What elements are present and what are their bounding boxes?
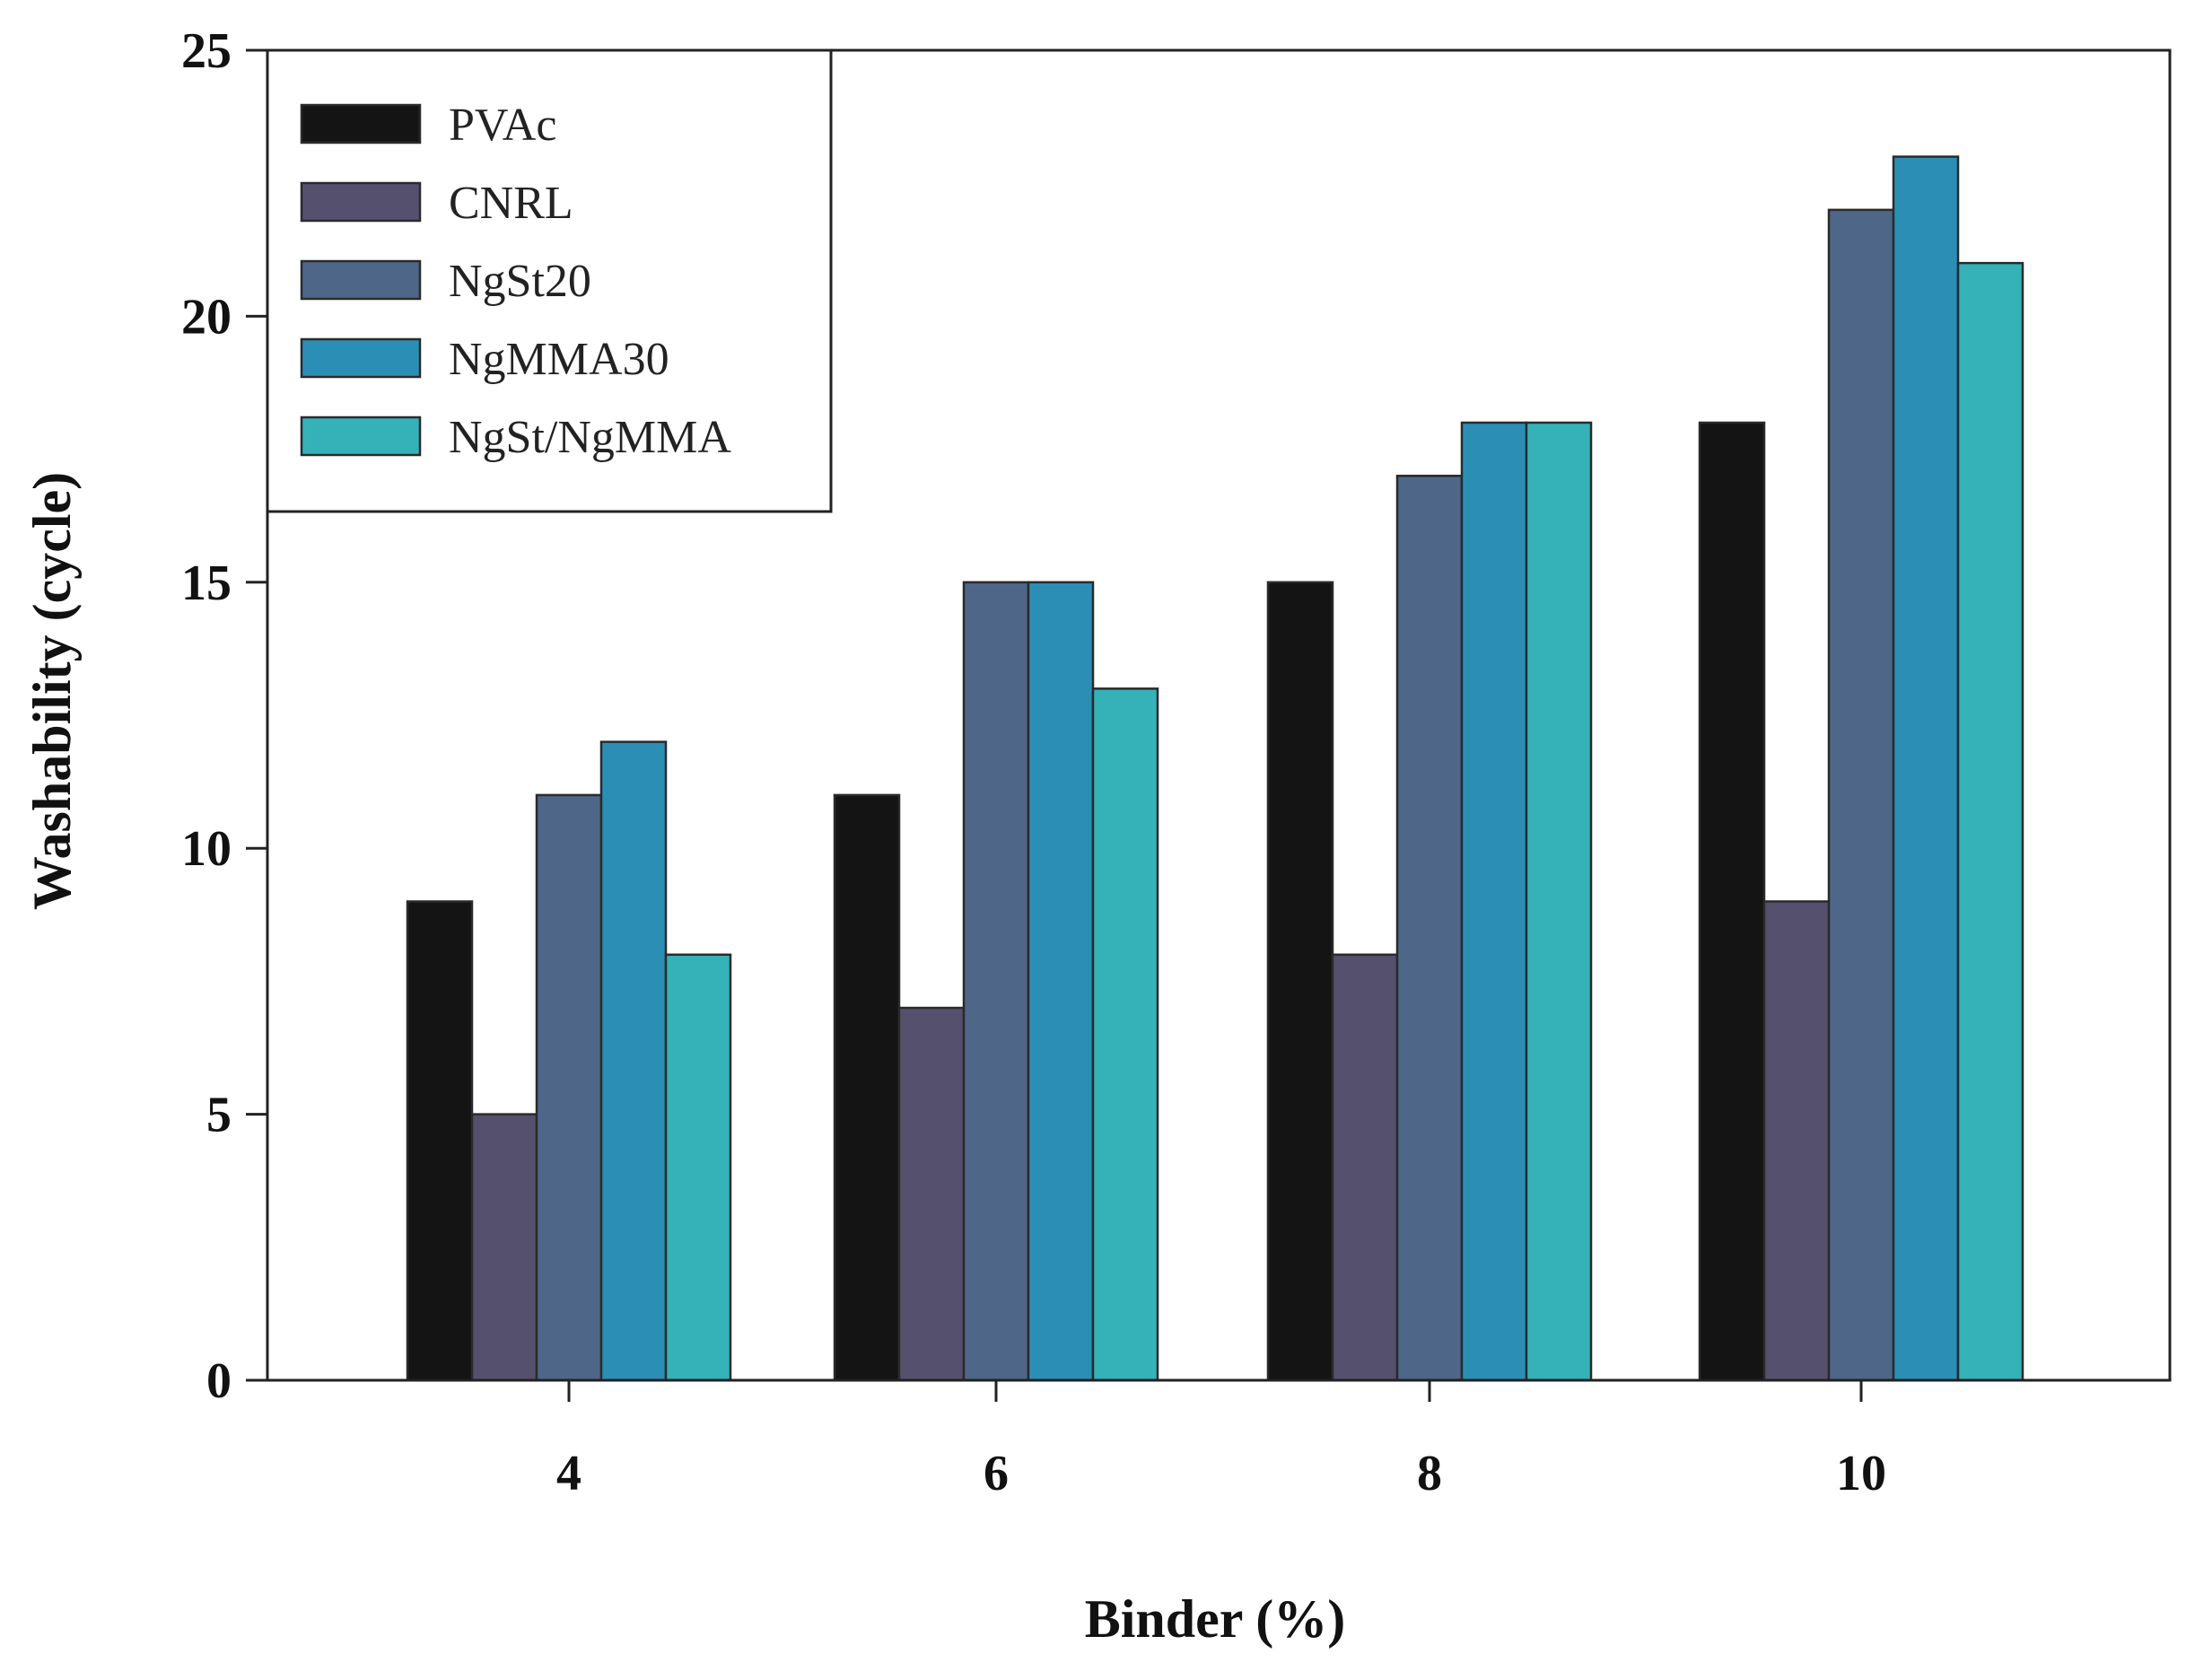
- bar-cnrl-8: [1331, 953, 1399, 1382]
- bar-cnrl-10: [1762, 900, 1831, 1382]
- bar-pvac-8: [1266, 581, 1334, 1382]
- bar-pvac-6: [833, 793, 901, 1382]
- bar-cnrl-6: [897, 1006, 966, 1382]
- y-tick-label: 5: [206, 1088, 232, 1143]
- legend-swatch: [300, 181, 422, 223]
- bar-ngst-ngmma-4: [664, 953, 732, 1382]
- bar-ngst-ngmma-10: [1956, 261, 2024, 1382]
- y-tick-label: 0: [206, 1353, 232, 1409]
- bar-pvac-4: [406, 900, 474, 1382]
- legend-swatch: [300, 337, 422, 379]
- legend-label: NgMMA30: [449, 334, 669, 385]
- bar-ngst-ngmma-8: [1525, 421, 1593, 1382]
- y-tick-label: 10: [181, 821, 232, 877]
- legend-label: NgSt/NgMMA: [449, 412, 731, 463]
- legend-label: CNRL: [449, 178, 573, 229]
- y-axis-title: Washability (cycle): [22, 472, 82, 910]
- bar-ngst20-10: [1827, 208, 1895, 1382]
- bar-pvac-10: [1698, 421, 1766, 1382]
- bar-ngmma30-8: [1460, 421, 1528, 1382]
- bar-ngst20-8: [1395, 474, 1464, 1382]
- y-tick-label: 25: [181, 23, 232, 79]
- legend-swatch: [300, 259, 422, 301]
- legend-label: PVAc: [449, 100, 556, 151]
- axes-layer: 0 5 10 15 20 25 4 6 8 10: [181, 23, 2172, 1501]
- x-tick-label: 6: [984, 1446, 1009, 1501]
- x-tick-label: 4: [556, 1446, 581, 1501]
- bar-ngmma30-10: [1892, 155, 1960, 1382]
- bar-ngmma30-4: [599, 740, 668, 1382]
- legend-swatch: [300, 416, 422, 457]
- x-tick-label: 10: [1836, 1446, 1886, 1501]
- y-tick-label: 20: [181, 289, 232, 345]
- x-tick-label: 8: [1417, 1446, 1442, 1501]
- legend: PVAc CNRL NgSt20 NgMMA30 NgSt/NgMMA: [266, 48, 833, 513]
- bar-ngst-ngmma-6: [1091, 687, 1159, 1382]
- plot-frame: [266, 48, 2172, 1382]
- bar-ngst20-4: [535, 793, 603, 1382]
- bar-ngst20-6: [962, 581, 1030, 1382]
- x-axis-title: Binder (%): [1085, 1589, 1346, 1649]
- bars-layer: [406, 155, 2024, 1382]
- legend-swatch: [300, 103, 422, 144]
- bar-ngmma30-6: [1027, 581, 1095, 1382]
- bar-cnrl-4: [470, 1113, 538, 1382]
- y-tick-label: 15: [181, 556, 232, 611]
- legend-label: NgSt20: [449, 256, 591, 307]
